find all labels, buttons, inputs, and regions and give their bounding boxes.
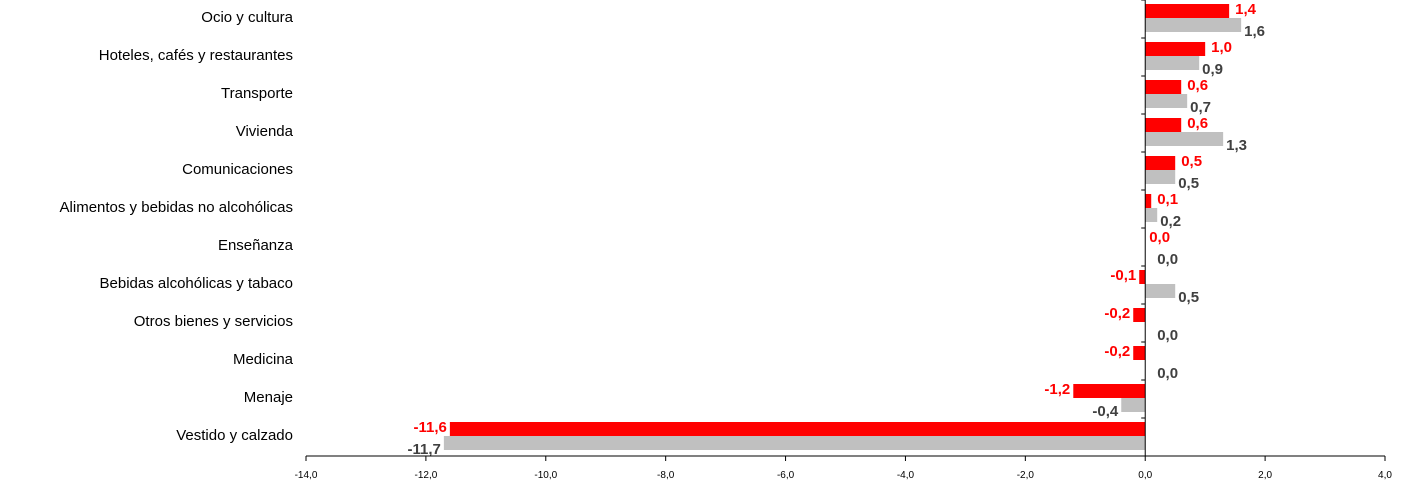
data-label: 1,3 bbox=[1226, 137, 1247, 154]
category-label: Vivienda bbox=[236, 123, 294, 140]
data-label: 1,6 bbox=[1244, 23, 1265, 40]
data-label: -1,2 bbox=[1044, 381, 1070, 398]
data-label: -0,1 bbox=[1110, 267, 1136, 284]
x-tick-label: -10,0 bbox=[534, 470, 557, 481]
data-label: -11,6 bbox=[413, 419, 446, 436]
x-tick-label: -12,0 bbox=[414, 470, 437, 481]
bar bbox=[1145, 208, 1158, 222]
data-label: 0,7 bbox=[1190, 99, 1211, 116]
bar bbox=[443, 436, 1146, 450]
data-label: 0,6 bbox=[1187, 115, 1208, 132]
x-tick-label: 4,0 bbox=[1378, 470, 1392, 481]
x-tick-label: -14,0 bbox=[295, 470, 318, 481]
x-tick-label: 0,0 bbox=[1138, 470, 1152, 481]
category-label: Transporte bbox=[221, 85, 293, 102]
bar bbox=[1133, 346, 1146, 360]
bar bbox=[1145, 56, 1200, 70]
data-label: 0,9 bbox=[1202, 61, 1223, 78]
bar bbox=[1145, 284, 1176, 298]
x-tick-label: -4,0 bbox=[897, 470, 915, 481]
category-label: Enseñanza bbox=[218, 237, 294, 254]
category-label: Medicina bbox=[233, 351, 294, 368]
x-tick-label: -8,0 bbox=[657, 470, 675, 481]
data-label: 0,0 bbox=[1149, 229, 1170, 246]
bar bbox=[1145, 170, 1176, 184]
data-label: 0,5 bbox=[1178, 175, 1199, 192]
bar bbox=[1145, 42, 1206, 56]
data-label: -11,7 bbox=[407, 441, 440, 458]
category-label: Otros bienes y servicios bbox=[134, 313, 293, 330]
bar bbox=[1145, 94, 1188, 108]
bar bbox=[1133, 308, 1146, 322]
data-label: -0,4 bbox=[1092, 403, 1119, 420]
bar bbox=[1145, 118, 1182, 132]
data-label: 0,6 bbox=[1187, 77, 1208, 94]
bar bbox=[1121, 398, 1146, 412]
bar bbox=[1139, 270, 1146, 284]
category-label: Comunicaciones bbox=[182, 161, 293, 178]
category-label: Bebidas alcohólicas y tabaco bbox=[100, 275, 293, 292]
x-tick-label: -2,0 bbox=[1017, 470, 1035, 481]
data-label: 0,2 bbox=[1160, 213, 1181, 230]
data-label: 1,0 bbox=[1211, 39, 1232, 56]
bar bbox=[1145, 18, 1242, 32]
category-label: Vestido y calzado bbox=[176, 427, 293, 444]
data-label: 0,0 bbox=[1157, 365, 1178, 382]
bar bbox=[1145, 4, 1230, 18]
category-label: Hoteles, cafés y restaurantes bbox=[99, 47, 293, 64]
data-label: -0,2 bbox=[1104, 343, 1130, 360]
data-label: 0,5 bbox=[1178, 289, 1199, 306]
bar bbox=[1145, 194, 1152, 208]
data-label: 0,0 bbox=[1157, 251, 1178, 268]
bar bbox=[1145, 80, 1182, 94]
data-label: 0,0 bbox=[1157, 327, 1178, 344]
data-label: -0,2 bbox=[1104, 305, 1130, 322]
data-label: 0,5 bbox=[1181, 153, 1202, 170]
bar bbox=[1145, 156, 1176, 170]
x-tick-label: -6,0 bbox=[777, 470, 795, 481]
bar bbox=[1145, 132, 1224, 146]
category-label: Alimentos y bebidas no alcohólicas bbox=[60, 199, 293, 216]
bar bbox=[1073, 384, 1146, 398]
category-label: Ocio y cultura bbox=[201, 9, 293, 26]
x-tick-label: 2,0 bbox=[1258, 470, 1272, 481]
bar bbox=[449, 422, 1146, 436]
data-label: 1,4 bbox=[1235, 1, 1257, 18]
data-label: 0,1 bbox=[1157, 191, 1178, 208]
category-label: Menaje bbox=[244, 389, 293, 406]
